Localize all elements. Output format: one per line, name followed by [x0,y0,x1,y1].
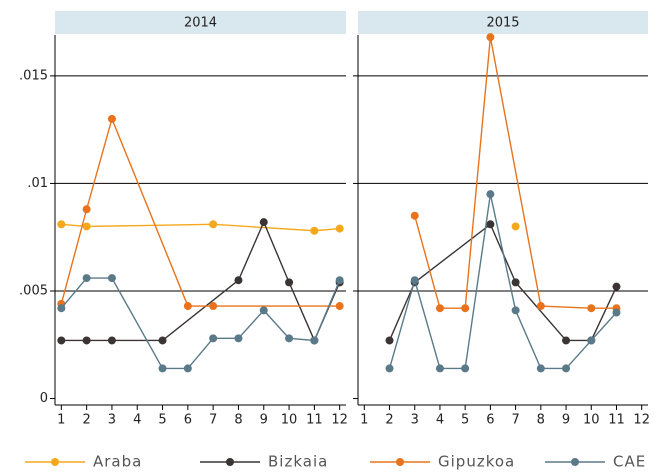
x-tick-label: 9 [260,413,268,428]
point [410,276,419,285]
panel-title: 2014 [184,16,217,31]
point [511,222,520,231]
x-tick-label: 5 [461,413,469,428]
y-tick-label: .015 [19,68,48,83]
y-tick-label: .01 [27,176,48,191]
point [486,190,495,199]
point [209,302,218,311]
series-line [388,223,618,342]
point [158,364,167,373]
point [335,224,344,233]
x-tick-label: 11 [306,413,323,428]
legend-marker [396,458,404,466]
point [587,336,596,345]
point [107,274,116,283]
legend-label: Araba [93,453,142,471]
point [285,278,294,287]
point [82,336,91,345]
y-tick-label: 0 [40,391,48,406]
panel-title: 2015 [486,16,519,31]
point [385,364,394,373]
point [587,304,596,313]
point [461,304,470,313]
x-tick-label: 1 [57,413,65,428]
point [158,336,167,345]
point [310,336,319,345]
legend-marker [571,458,579,466]
legend-label: CAE [613,453,646,471]
x-tick-label: 10 [281,413,298,428]
point [209,220,218,229]
x-tick-label: 4 [436,413,444,428]
point [57,304,66,313]
x-tick-label: 6 [486,413,494,428]
legend-marker [226,458,234,466]
point [259,306,268,315]
point [562,336,571,345]
x-tick-label: 6 [184,413,192,428]
x-tick-label: 12 [331,413,348,428]
x-tick-label: 11 [608,413,625,428]
point [435,364,444,373]
point [183,302,192,311]
legend-label: Bizkaia [268,453,328,471]
point [461,364,470,373]
point [536,302,545,311]
point [335,302,344,311]
x-tick-label: 10 [583,413,600,428]
point [486,220,495,229]
point [234,334,243,343]
point [310,226,319,235]
x-tick-label: 8 [537,413,545,428]
point [82,205,91,214]
point [612,282,621,291]
point [209,334,218,343]
legend-marker [51,458,59,466]
point [435,304,444,313]
point [82,274,91,283]
y-tick-label: .005 [19,283,48,298]
legend-label: Gipuzkoa [438,453,515,471]
point [335,276,344,285]
point [410,211,419,220]
point [82,222,91,231]
x-tick-label: 7 [511,413,519,428]
strip [55,11,346,34]
x-tick-label: 12 [633,413,650,428]
point [234,276,243,285]
x-tick-label: 2 [385,413,393,428]
point [183,364,192,373]
point [385,336,394,345]
x-tick-label: 3 [108,413,116,428]
x-tick-label: 1 [360,413,368,428]
x-tick-label: 7 [209,413,217,428]
point [259,218,268,227]
point [107,114,116,123]
x-tick-label: 2 [82,413,90,428]
point [612,308,621,317]
point [562,364,571,373]
series-line [60,277,341,370]
x-tick-label: 3 [411,413,419,428]
x-tick-label: 4 [133,413,141,428]
point [57,220,66,229]
series-line [60,116,340,307]
series-line [388,194,617,370]
point [285,334,294,343]
x-tick-label: 5 [158,413,166,428]
point [536,364,545,373]
x-tick-label: 9 [562,413,570,428]
series-line [61,220,341,343]
series-line [61,223,340,232]
point [511,306,520,315]
point [107,336,116,345]
series-line [414,37,617,309]
strip [358,11,648,34]
x-tick-label: 8 [234,413,242,428]
point [486,33,495,42]
point [57,336,66,345]
point [511,278,520,287]
